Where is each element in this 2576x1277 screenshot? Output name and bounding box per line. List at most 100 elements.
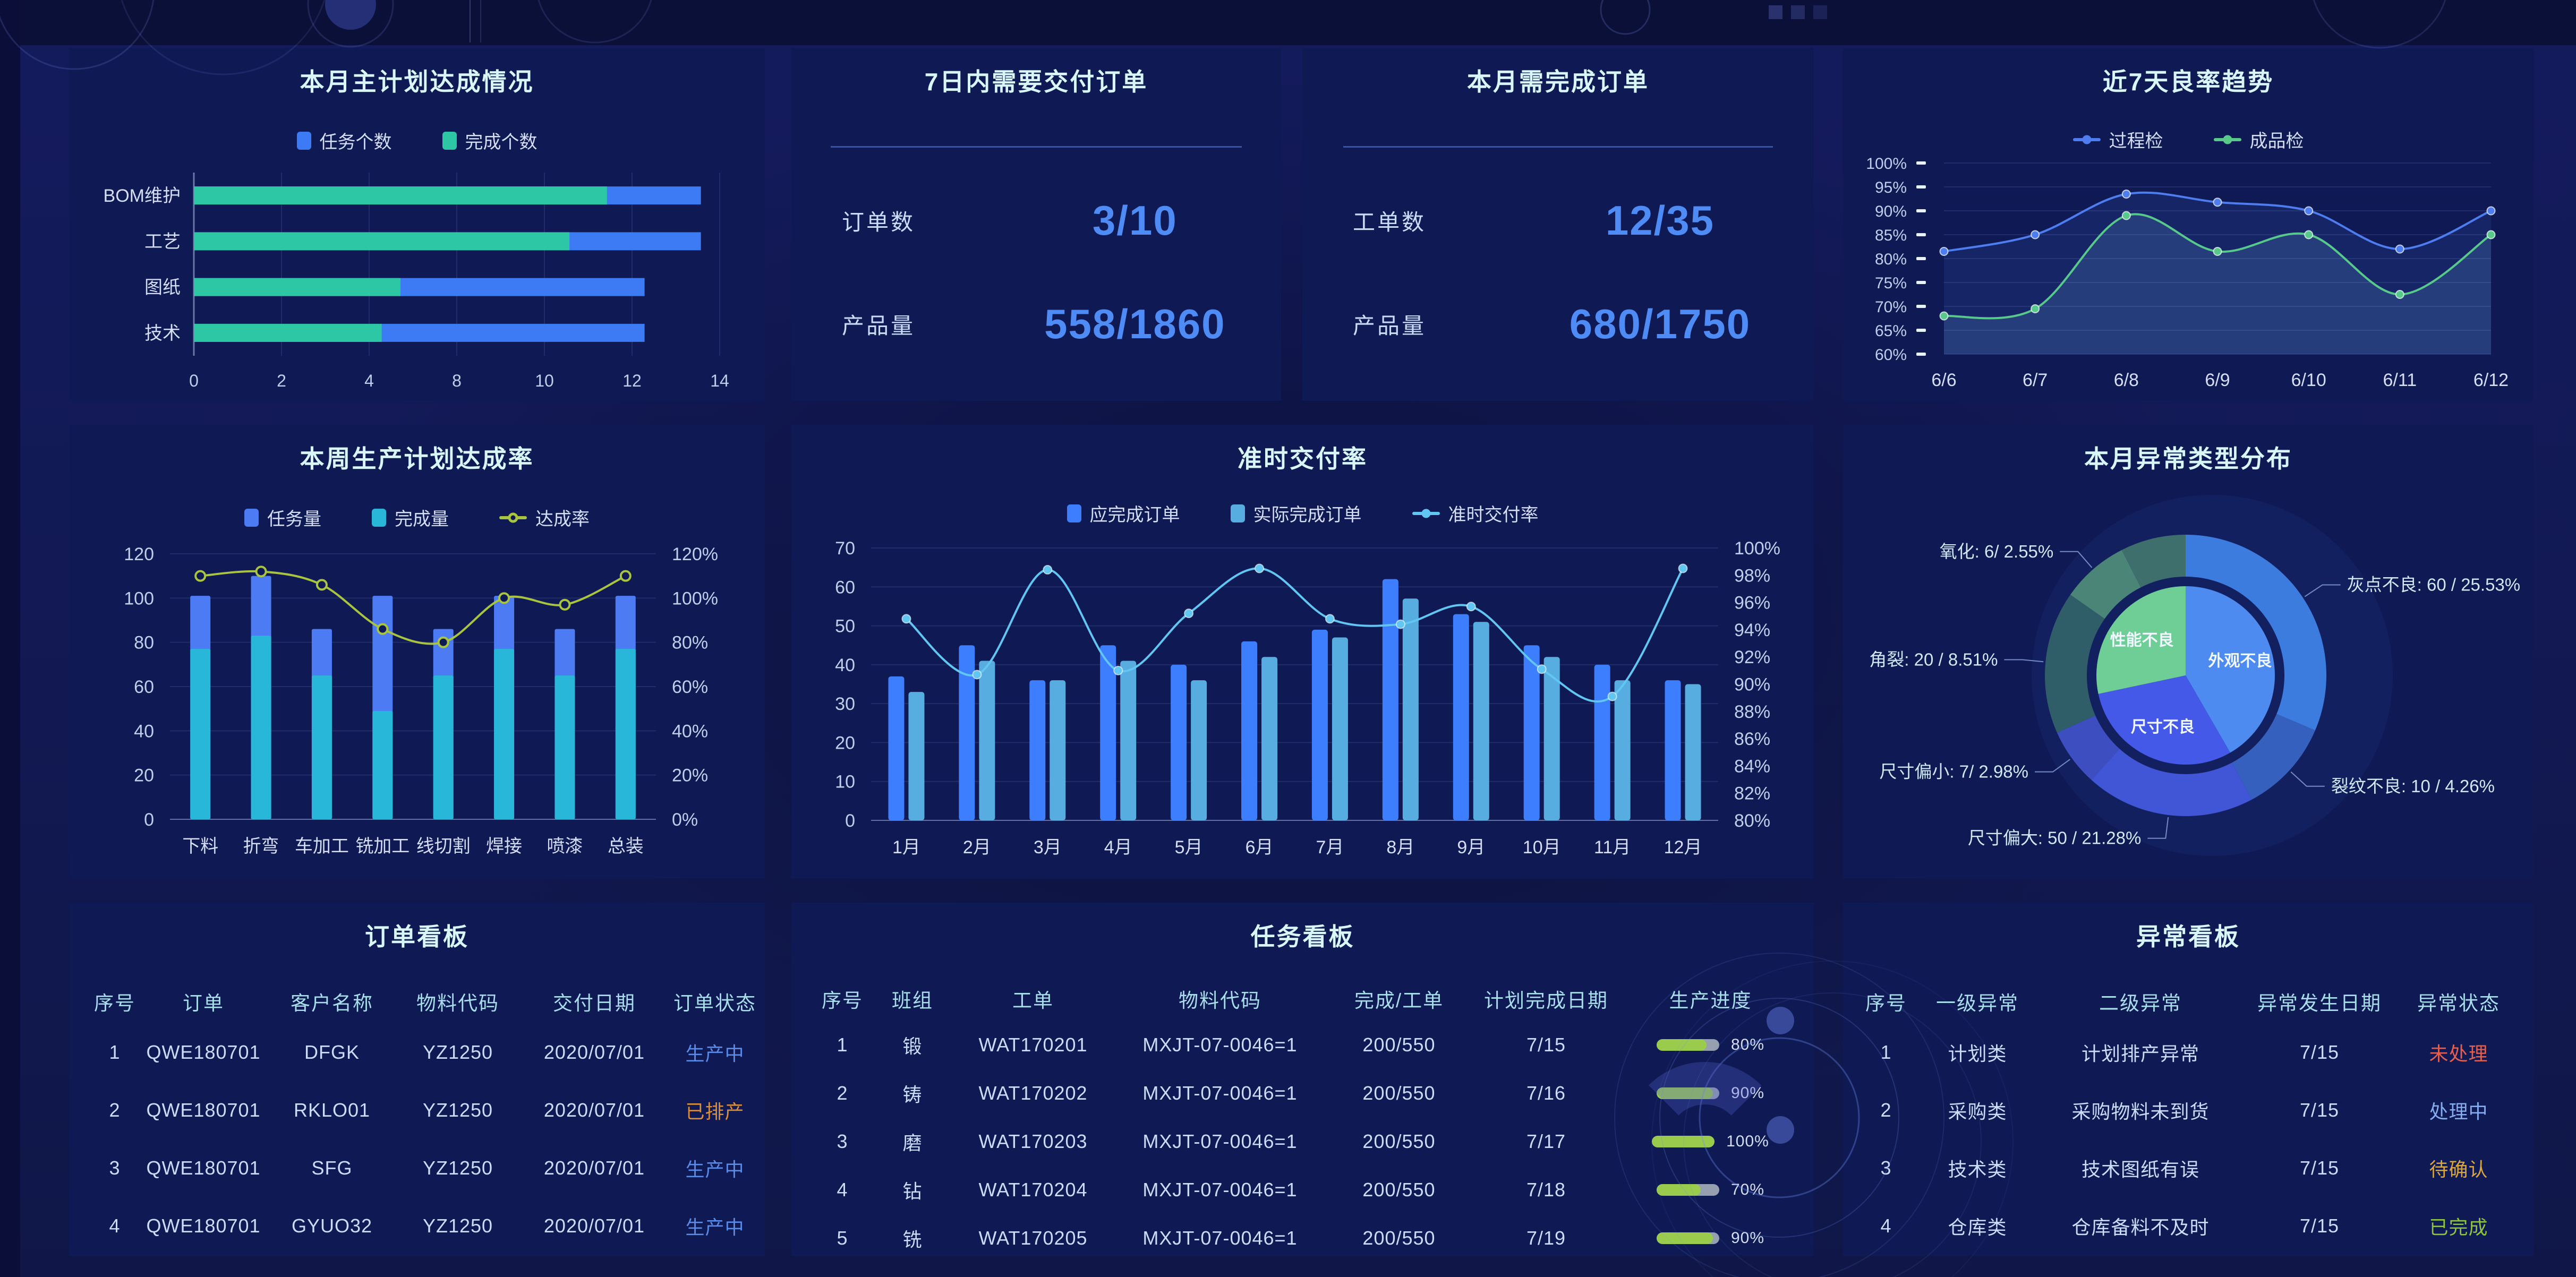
bar-实际完成订单[interactable] [1402, 598, 1419, 820]
cell: 采购物料未到货 [2071, 1100, 2210, 1122]
data-point [255, 565, 267, 578]
bar-应完成订单[interactable] [1241, 641, 1258, 820]
panel-order-board: 订单看板 序号 订单 客户名称 物料代码 交付日期 订单状态 1 QWE180701 DFGK Y… [69, 903, 765, 1256]
bar-实际完成订单[interactable] [1261, 657, 1278, 820]
ontime-delivery-chart[interactable]: 0 10 20 30 40 50 60 70 80% 82% 84% 86% 88% 90% 92% 94% 9… [791, 531, 1814, 879]
status-badge: 处理中 [2429, 1100, 2488, 1122]
abnormal-donut-chart[interactable]: 灰点不良: 60 / 25.53% 裂纹不良: 10 / 4.26% 尺寸偏大: 5… [1843, 488, 2534, 879]
bar-完成个数[interactable] [194, 278, 400, 296]
outer-slice-裂纹不良[interactable] [2232, 714, 2315, 800]
outer-slice-尺寸偏小[interactable] [2057, 715, 2120, 780]
bar-实际完成订单[interactable] [908, 692, 925, 820]
bar-实际完成订单[interactable] [1332, 637, 1348, 820]
legend-item-准时交付率[interactable]: 准时交付率 [1412, 500, 1539, 526]
svg-text:1月: 1月 [892, 837, 920, 858]
legend-item-过程检[interactable]: 过程检 [2072, 126, 2163, 152]
table-row: 4 钻 WAT170204 MXJT-07-0046=1 200/550 7/18 70% [818, 1165, 1795, 1214]
cell: 7/15 [2299, 1099, 2340, 1121]
legend-item-任务个数[interactable]: 任务个数 [296, 127, 392, 153]
series-成品检[interactable] [1939, 211, 2496, 355]
data-point [315, 579, 328, 591]
data-point [1466, 602, 1476, 612]
bar-应完成订单[interactable] [1311, 629, 1328, 820]
bar-实际完成订单[interactable] [1614, 680, 1631, 820]
svg-text:10: 10 [535, 371, 554, 390]
data-point [1184, 608, 1194, 619]
data-point [559, 598, 571, 611]
inner-slice-性能不良[interactable] [2096, 586, 2186, 694]
panel-abnormal-board: 异常看板 序号 一级异常 二级异常 异常发生日期 异常状态 1 计划类 计划排产异常 7/15 未… [1843, 903, 2534, 1256]
bar-应完成订单[interactable] [959, 645, 975, 820]
bar-实际完成订单[interactable] [1543, 657, 1560, 820]
series-准时交付率[interactable] [901, 563, 1688, 703]
outer-slice-尺寸偏大[interactable] [2091, 749, 2252, 816]
outer-slice-unlabeled[interactable] [2121, 535, 2186, 588]
bar-完成量[interactable] [433, 675, 454, 819]
bar-实际完成订单[interactable] [1120, 661, 1137, 820]
legend-item-完成量[interactable]: 完成量 [372, 504, 449, 530]
status-badge: 已完成 [2429, 1216, 2488, 1238]
legend-item-实际完成订单[interactable]: 实际完成订单 [1230, 500, 1362, 526]
outer-slice-灰点不良[interactable] [2186, 535, 2326, 731]
svg-text:6/12: 6/12 [2473, 370, 2509, 390]
bar-实际完成订单[interactable] [979, 661, 995, 820]
progress-label: 70% [1730, 1180, 1765, 1198]
svg-text:6/6: 6/6 [1931, 370, 1956, 390]
data-point [1939, 311, 1949, 321]
bar-应完成订单[interactable] [1594, 664, 1610, 820]
progress-bar [1656, 1039, 1719, 1051]
week-rate-chart[interactable]: 0 20 40 60 80 100 120 0% 20% 40% 60% 80% 100% 120% 下料 折… [69, 534, 765, 879]
bar-完成个数[interactable] [194, 186, 607, 205]
bar-实际完成订单[interactable] [1191, 680, 1207, 820]
bar-实际完成订单[interactable] [1473, 622, 1489, 820]
inner-slice-外观不良[interactable] [2186, 586, 2275, 753]
legend-item-达成率[interactable]: 达成率 [499, 504, 590, 530]
bar-完成量[interactable] [190, 649, 211, 819]
legend-item-完成个数[interactable]: 完成个数 [442, 127, 538, 153]
svg-text:86%: 86% [1734, 729, 1770, 749]
inner-slice-尺寸不良[interactable] [2098, 675, 2230, 765]
status-cell: 已排产 [669, 1081, 761, 1139]
data-point [1325, 614, 1335, 624]
column-header: 完成/工单 [1354, 990, 1444, 1012]
bar-应完成订单[interactable] [1171, 664, 1187, 820]
bar-应完成订单[interactable] [1665, 680, 1681, 820]
svg-text:60%: 60% [672, 677, 708, 697]
cell: 2 [837, 1082, 848, 1104]
svg-text:喷漆: 喷漆 [547, 836, 583, 856]
svg-text:4: 4 [364, 371, 374, 390]
bar-应完成订单[interactable] [1382, 579, 1398, 820]
outer-slice-角裂[interactable] [2045, 595, 2105, 733]
bar-完成量[interactable] [615, 649, 636, 819]
series-过程检[interactable] [1939, 190, 2496, 354]
yield-trend-chart[interactable]: 60% 65% 70% 75% 80% 85% 90% 95% 100% 6/6 6/7 6/8 6/9… [1843, 151, 2534, 401]
svg-text:2月: 2月 [963, 837, 991, 858]
bar-应完成订单[interactable] [1100, 645, 1116, 820]
bar-应完成订单[interactable] [1523, 645, 1540, 820]
bar-完成个数[interactable] [194, 323, 382, 342]
bar-实际完成订单[interactable] [1050, 680, 1066, 820]
svg-text:6/8: 6/8 [2114, 370, 2139, 390]
table-row: 4 QWE180701 GYUO32 YZ1250 2020/07/01 生产中 [90, 1197, 761, 1255]
divider [1343, 146, 1773, 148]
bar-完成个数[interactable] [194, 232, 570, 251]
bar-应完成订单[interactable] [1029, 680, 1046, 820]
bar-完成量[interactable] [311, 675, 332, 819]
data-point [2395, 244, 2404, 254]
legend-item-任务量[interactable]: 任务量 [244, 504, 321, 530]
data-point [2213, 247, 2222, 256]
legend-item-成品检[interactable]: 成品检 [2213, 126, 2304, 152]
series-达成率[interactable] [194, 565, 632, 648]
legend-item-应完成订单[interactable]: 应完成订单 [1067, 500, 1180, 526]
bar-完成量[interactable] [555, 675, 575, 819]
bar-应完成订单[interactable] [888, 676, 905, 820]
bar-实际完成订单[interactable] [1685, 684, 1701, 821]
bar-完成量[interactable] [251, 636, 271, 819]
outer-slice-氧化[interactable] [2070, 550, 2141, 619]
bar-完成量[interactable] [372, 710, 393, 819]
bar-完成量[interactable] [494, 649, 515, 819]
bar-应完成订单[interactable] [1453, 614, 1469, 820]
cell: 5 [837, 1227, 848, 1249]
svg-text:8: 8 [452, 371, 462, 390]
